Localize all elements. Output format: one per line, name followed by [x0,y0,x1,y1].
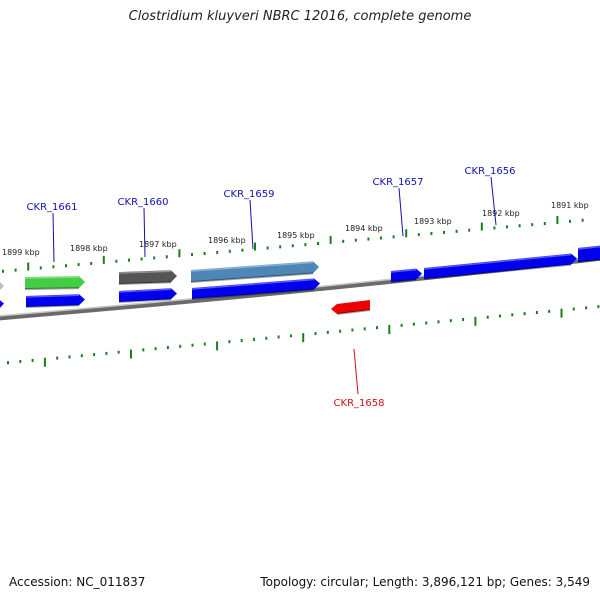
gene-label[interactable]: CKR_1657 [373,177,424,188]
gene-feature [0,282,4,290]
leader-line [143,207,146,258]
gene-label[interactable]: CKR_1661 [27,202,78,213]
kbp-label: 1897 kbp [139,240,177,249]
leader-line [398,187,404,237]
genome-summary-text: Topology: circular; Length: 3,896,121 bp… [260,575,590,589]
kbp-label: 1895 kbp [277,231,315,240]
gene-track [0,245,600,315]
kbp-label: 1894 kbp [345,224,383,233]
inner-scale-ticks [7,305,600,367]
kbp-label: 1899 kbp [2,248,40,257]
gene-forward [577,245,600,263]
label-leader-lines [52,176,497,395]
gene-feature [118,270,177,285]
leader-line [490,176,497,226]
gene-forward [118,288,177,303]
gene-labels: CKR_1661 CKR_1660 CKR_1659 CKR_1657 CKR_1656… [27,166,516,409]
gene-forward [0,300,4,308]
gene-reverse [331,300,371,315]
genome-title: Clostridium kluyveri NBRC 12016, complet… [128,9,472,24]
leader-line [52,212,55,263]
accession-text: Accession: NC_011837 [9,575,146,589]
kbp-scale-labels: 1899 kbp 1898 kbp 1897 kbp 1896 kbp 1895 kbp… [2,201,589,257]
kbp-label: 1891 kbp [551,201,589,210]
gene-forward [423,253,577,280]
kbp-label: 1898 kbp [70,244,108,253]
kbp-label: 1892 kbp [482,209,520,218]
gene-forward [191,278,320,300]
outer-scale-ticks [2,215,584,273]
leader-line [249,199,254,250]
kbp-label: 1893 kbp [414,217,452,226]
kbp-label: 1896 kbp [208,236,246,245]
gene-label[interactable]: CKR_1660 [118,197,169,208]
gene-feature [24,276,85,290]
gene-feature [190,261,319,283]
gene-forward [25,294,85,308]
gene-label[interactable]: CKR_1659 [224,189,275,200]
leader-line [353,348,359,395]
gene-label[interactable]: CKR_1656 [465,166,516,177]
gene-forward [390,268,422,283]
gene-label[interactable]: CKR_1658 [334,398,385,409]
